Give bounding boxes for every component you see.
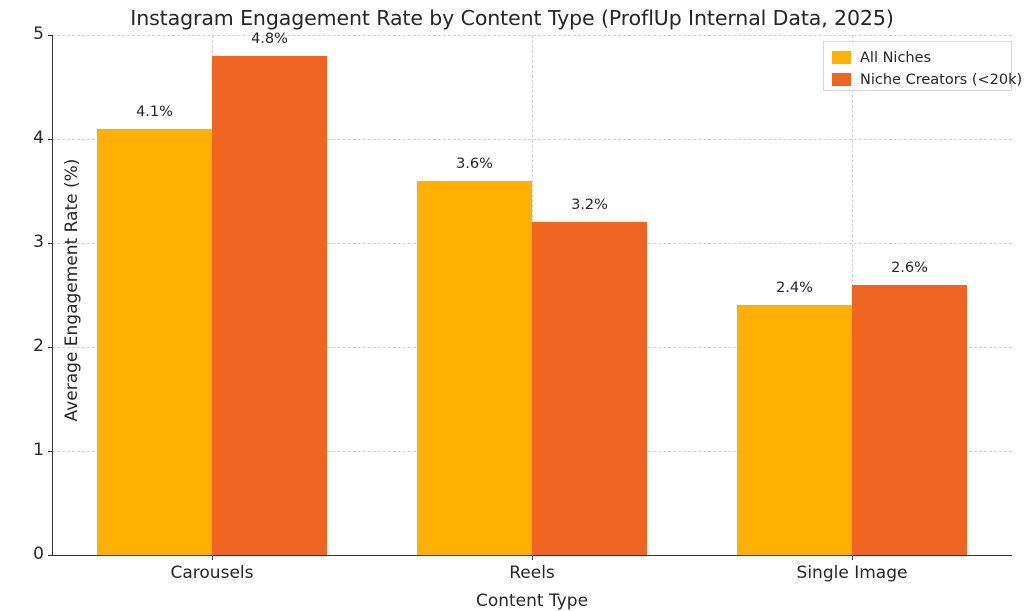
y-axis-tick-label: 4 bbox=[33, 128, 44, 148]
x-axis-tick-label: Reels bbox=[509, 563, 555, 583]
bar[interactable] bbox=[852, 284, 967, 555]
plot-area: 4.1% 3.6% 2.4% 4.8% 3.2% 2.6% Average Engagem… bbox=[48, 31, 1012, 611]
y-axis-tick-label: 5 bbox=[33, 24, 44, 44]
legend-item-label: All Niches bbox=[860, 49, 932, 66]
y-axis-tick-mark bbox=[48, 347, 52, 348]
bar[interactable] bbox=[417, 180, 532, 555]
chart-legend[interactable]: All Niches Niche Creators (<20k) bbox=[823, 41, 1022, 91]
bar-value-label: 2.4% bbox=[776, 280, 813, 297]
bar-value-label: 3.6% bbox=[456, 155, 493, 172]
y-axis-tick-label: 0 bbox=[33, 544, 44, 564]
x-axis-tick-label: Carousels bbox=[170, 563, 254, 583]
y-axis-title: Average Engagement Rate (%) bbox=[62, 158, 82, 422]
bar-value-label: 4.1% bbox=[136, 103, 173, 120]
legend-item[interactable]: Niche Creators (<20k) bbox=[832, 69, 1022, 90]
bar[interactable] bbox=[532, 222, 647, 555]
bar[interactable] bbox=[212, 55, 327, 555]
bar-value-label: 4.8% bbox=[251, 30, 288, 47]
y-axis-tick-label: 2 bbox=[33, 336, 44, 356]
y-axis-tick-mark bbox=[48, 451, 52, 452]
x-axis-line bbox=[52, 555, 1012, 556]
bar[interactable] bbox=[97, 128, 212, 555]
y-axis-tick-mark bbox=[48, 243, 52, 244]
legend-color-swatch bbox=[832, 73, 851, 86]
y-axis-tick-mark bbox=[48, 139, 52, 140]
chart-title: Instagram Engagement Rate by Content Typ… bbox=[130, 6, 894, 30]
x-axis-tick-mark bbox=[532, 556, 533, 560]
x-axis-tick-mark bbox=[212, 556, 213, 560]
y-axis-line bbox=[52, 35, 53, 556]
y-axis-tick-label: 3 bbox=[33, 232, 44, 252]
bar-value-label: 2.6% bbox=[891, 259, 928, 276]
legend-item-label: Niche Creators (<20k) bbox=[860, 71, 1023, 88]
x-axis-title: Content Type bbox=[475, 591, 589, 611]
legend-color-swatch bbox=[832, 51, 851, 64]
y-axis-tick-label: 1 bbox=[33, 440, 44, 460]
legend-item[interactable]: All Niches bbox=[832, 47, 931, 68]
x-axis-tick-mark bbox=[852, 556, 853, 560]
y-axis-tick-mark bbox=[48, 35, 52, 36]
bar[interactable] bbox=[737, 305, 852, 555]
y-axis-tick-mark bbox=[48, 555, 52, 556]
bar-value-label: 3.2% bbox=[571, 197, 608, 214]
x-axis-tick-label: Single Image bbox=[796, 563, 908, 583]
